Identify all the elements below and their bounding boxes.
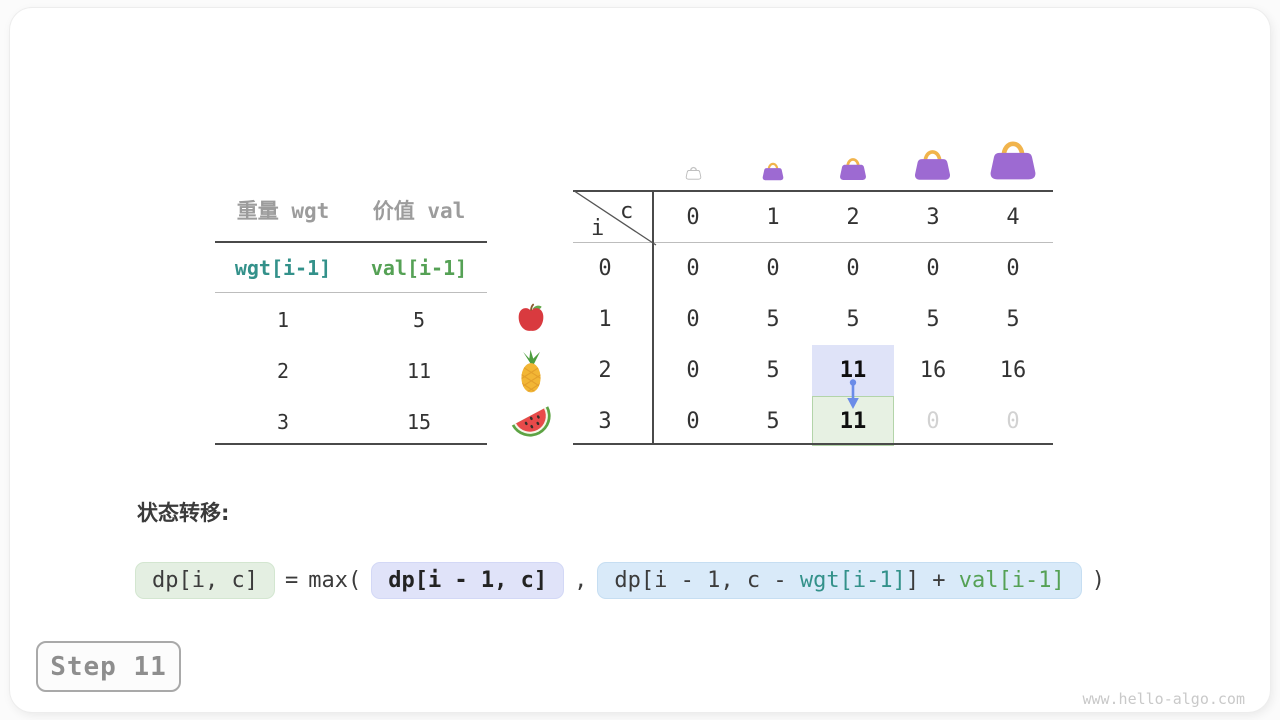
dp-cell-1-1: 5 (766, 307, 780, 332)
bag-capacity-4-icon (990, 141, 1036, 180)
pineapple-icon (521, 349, 541, 393)
formula-arg2-mid: ] + (905, 567, 959, 593)
formula-lhs-chip: dp[i, c] (135, 561, 275, 599)
item1-value: 5 (412, 308, 426, 332)
bag-capacity-2-icon (840, 158, 866, 180)
dp-cell-3-3: 0 (926, 409, 940, 434)
item-row-2: 2 11 (215, 356, 487, 386)
items-table-divider-mid (215, 292, 487, 293)
item-row-3: 3 15 (215, 407, 487, 437)
dp-col-header-4: 4 (1006, 205, 1020, 230)
dp-cell-1-4: 5 (1006, 307, 1020, 332)
item-row-1: 1 5 (215, 305, 487, 335)
watermark: www.hello-algo.com (1082, 690, 1245, 708)
dp-cell-0-3: 0 (926, 256, 940, 281)
dp-col-header-1: 1 (766, 205, 780, 230)
dp-cell-0-0: 0 (686, 256, 700, 281)
formula-arg2-chip: dp[i - 1, c - wgt[i-1]] + val[i-1] (597, 561, 1082, 599)
formula-max-open: max( (308, 567, 362, 593)
dp-cell-3-2: 11 (839, 409, 867, 434)
wgt-formula-cell: wgt[i-1] (234, 256, 332, 280)
dp-cell-2-3: 16 (919, 358, 947, 383)
dp-cell-0-2: 0 (846, 256, 860, 281)
formula-equals: = (284, 567, 299, 593)
dp-table-top-border (573, 190, 1053, 192)
dp-row-header-1: 1 (598, 307, 612, 332)
dp-row-header-3: 3 (598, 409, 612, 434)
item3-weight: 3 (276, 410, 290, 434)
dp-cell-2-2: 11 (839, 358, 867, 383)
dp-row-header-2: 2 (598, 358, 612, 383)
dp-cell-1-0: 0 (686, 307, 700, 332)
bag-capacity-3-icon (914, 150, 951, 180)
dp-corner-col-label: c (620, 199, 634, 224)
dp-col-header-3: 3 (926, 205, 940, 230)
item1-weight: 1 (276, 308, 290, 332)
dp-col-header-2: 2 (846, 205, 860, 230)
formula-comma: , (574, 567, 588, 593)
dp-cell-0-1: 0 (766, 256, 780, 281)
transition-formula: dp[i, c] = max( dp[i - 1, c] , dp[i - 1,… (135, 558, 1105, 602)
item2-weight: 2 (276, 359, 290, 383)
val-formula-cell: val[i-1] (370, 256, 468, 280)
item3-value: 15 (406, 410, 432, 434)
watermelon-icon (511, 406, 551, 437)
dp-cell-2-1: 5 (766, 358, 780, 383)
apple-icon (518, 303, 544, 331)
dp-cell-2-4: 16 (999, 358, 1027, 383)
dp-table-header-divider (573, 242, 1053, 243)
transition-label: 状态转移: (137, 501, 230, 525)
step-badge: Step 11 (36, 641, 181, 692)
dp-table-bottom-border (573, 443, 1053, 445)
weight-column-header: 重量 wgt (236, 199, 330, 223)
formula-arg1-chip: dp[i - 1, c] (371, 561, 565, 599)
dp-corner-diagonal (573, 190, 657, 246)
dp-cell-3-1: 5 (766, 409, 780, 434)
dp-cell-1-3: 5 (926, 307, 940, 332)
dp-table-vertical-divider (652, 190, 654, 443)
item2-value: 11 (406, 359, 432, 383)
dp-cell-3-0: 0 (686, 409, 700, 434)
dp-cell-0-4: 0 (1006, 256, 1020, 281)
dp-row-header-0: 0 (598, 256, 612, 281)
value-column-header: 价值 val (372, 199, 466, 223)
arrow-down-icon (847, 379, 859, 409)
items-table-header-row: 重量 wgt 价值 val (215, 196, 487, 226)
formula-arg2-prefix: dp[i - 1, c - (614, 567, 800, 593)
items-table-formula-row: wgt[i-1] val[i-1] (215, 253, 487, 283)
bag-capacity-1-icon (762, 162, 784, 181)
formula-arg2-val: val[i-1] (958, 567, 1065, 593)
items-table-divider-top (215, 241, 487, 243)
dp-col-header-0: 0 (686, 205, 700, 230)
dp-cell-2-0: 0 (686, 358, 700, 383)
dp-cell-1-2: 5 (846, 307, 860, 332)
items-table-divider-bottom (215, 443, 487, 445)
formula-arg2-wgt: wgt[i-1] (799, 567, 906, 593)
formula-close-paren: ) (1091, 567, 1106, 593)
bag-capacity-0-icon (685, 166, 702, 180)
dp-cell-3-4: 0 (1006, 409, 1020, 434)
dp-corner-row-label: i (591, 216, 605, 241)
